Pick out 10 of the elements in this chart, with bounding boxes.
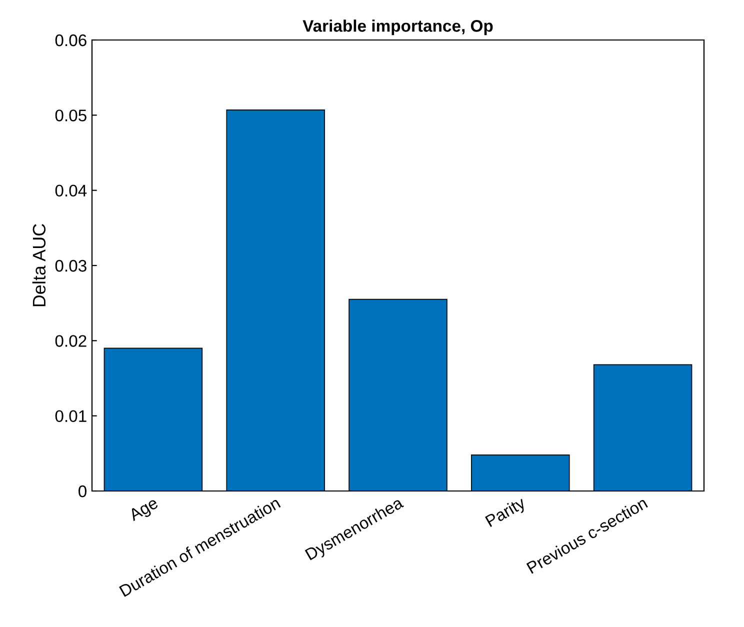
y-tick-label: 0.06 [55,34,86,46]
y-tick-label: 0.04 [55,184,87,197]
x-tick-label: Age [128,496,160,524]
y-axis-title: Delta AUC [32,224,46,306]
y-tick-label: 0.01 [55,410,86,422]
y-tick-label: 0.03 [55,260,86,272]
y-tick-label: 0.02 [55,335,86,347]
y-tick-label: 0.05 [55,110,86,122]
chart-title: Variable importance, Op [302,20,493,36]
y-tick-label: 0 [78,485,86,498]
